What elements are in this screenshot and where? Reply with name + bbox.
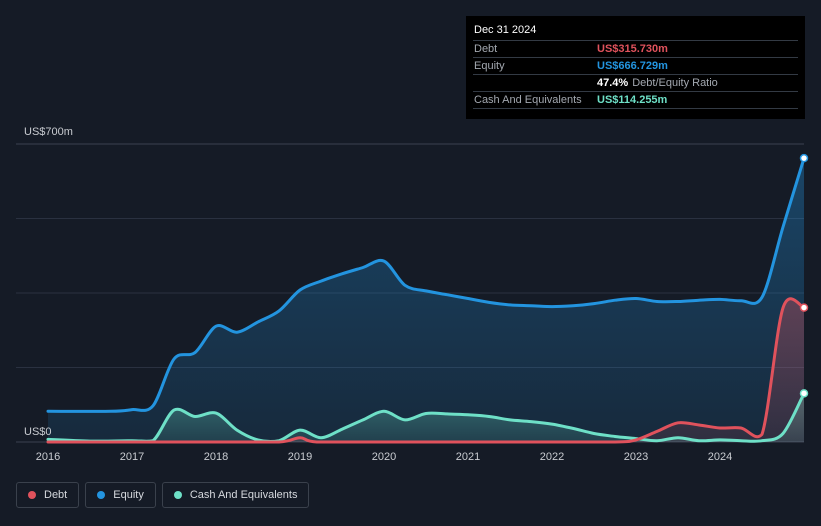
x-tick-label: 2017 [120, 451, 144, 463]
tooltip-row-debt: Debt US$315.730m [473, 40, 798, 57]
tooltip-debt-value: US$315.730m [597, 43, 668, 55]
x-tick-label: 2022 [540, 451, 564, 463]
y-tick-label: US$0 [24, 426, 52, 438]
tooltip-ratio-label: Debt/Equity Ratio [632, 77, 718, 89]
x-tick-label: 2023 [624, 451, 648, 463]
tooltip-ratio-value: 47.4% [597, 77, 629, 89]
equity-line [46, 156, 806, 413]
x-tick-label: 2020 [372, 451, 396, 463]
tooltip-row-ratio: 47.4% Debt/Equity Ratio [473, 74, 798, 91]
x-tick-label: 2024 [708, 451, 732, 463]
legend-debt-label: Debt [44, 489, 68, 501]
legend-equity-label: Equity [113, 489, 144, 501]
debt-line [46, 297, 806, 444]
series-areas [48, 158, 804, 442]
debt-dot-icon [28, 491, 36, 499]
legend-item-debt[interactable]: Debt [16, 482, 80, 508]
legend: Debt Equity Cash And Equivalents [16, 482, 310, 508]
axes: US$700m US$0 2016 2017 2018 2019 2020 2021 2022 2… [24, 126, 732, 463]
tooltip-ratio-spacer [473, 75, 597, 91]
equity-dot-icon [97, 491, 106, 499]
tooltip-panel: Dec 31 2024 Debt US$315.730m Equity US$6… [466, 16, 805, 119]
tooltip-equity-value: US$666.729m [597, 60, 668, 72]
tooltip-equity-label: Equity [474, 60, 505, 72]
end-markers [799, 153, 809, 398]
tooltip-cash-label: Cash And Equivalents [474, 94, 582, 106]
legend-item-cash[interactable]: Cash And Equivalents [161, 482, 310, 508]
x-tick-label: 2018 [204, 451, 228, 463]
legend-cash-label: Cash And Equivalents [189, 489, 298, 501]
x-tick-label: 2021 [456, 451, 480, 463]
cash-and-equivalents-area [48, 393, 804, 442]
debt-end-marker [799, 303, 809, 312]
tooltip-row-equity: Equity US$666.729m [473, 57, 798, 74]
y-tick-label: US$700m [24, 126, 73, 138]
x-tick-label: 2019 [288, 451, 312, 463]
tooltip-debt-label: Debt [474, 43, 498, 55]
cash-dot-icon [173, 491, 182, 499]
cash-and-equivalents-end-marker [799, 389, 809, 398]
series-lines [46, 156, 806, 444]
tooltip-row-cash: Cash And Equivalents US$114.255m [473, 91, 798, 109]
x-tick-label: 2016 [36, 451, 60, 463]
cash-and-equivalents-line [46, 391, 806, 443]
tooltip-date: Dec 31 2024 [474, 24, 537, 36]
equity-end-marker [799, 153, 809, 163]
legend-item-equity[interactable]: Equity [85, 482, 156, 508]
equity-area [48, 158, 804, 442]
tooltip-cash-value: US$114.255m [597, 94, 668, 106]
